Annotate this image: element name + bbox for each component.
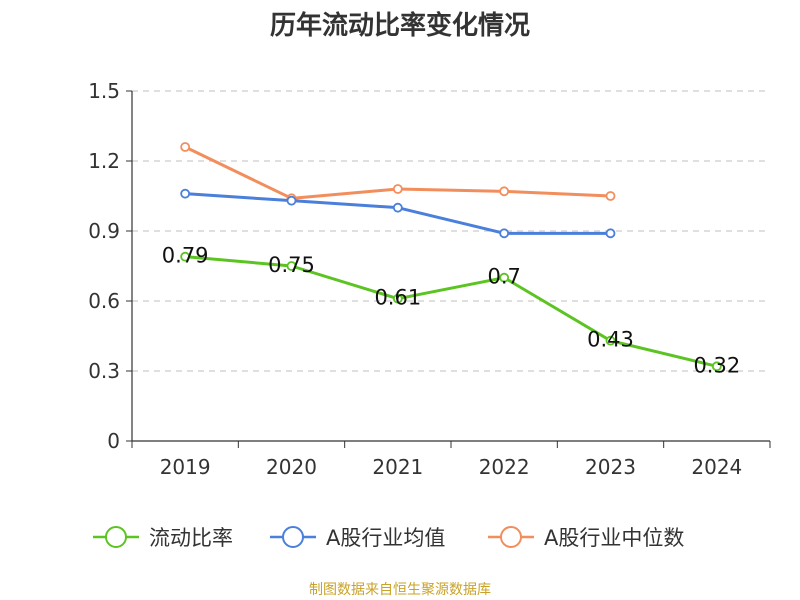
- x-tick-label: 2020: [266, 455, 317, 479]
- legend-swatch-marker: [282, 526, 304, 548]
- x-tick-label: 2024: [691, 455, 742, 479]
- source-note: 制图数据来自恒生聚源数据库: [309, 582, 491, 598]
- grid-lines: [132, 90, 770, 372]
- data-point: [392, 293, 403, 304]
- data-label: 0.75: [268, 253, 315, 277]
- data-label: 0.7: [487, 265, 520, 289]
- legend-label: 流动比率: [149, 526, 233, 550]
- y-tick-label: 0.3: [88, 359, 120, 383]
- data-point: [392, 202, 403, 213]
- series-line: [185, 255, 718, 368]
- data-point: [499, 228, 510, 239]
- y-tick-label: 1.2: [88, 149, 120, 173]
- legend-label: A股行业中位数: [544, 526, 684, 550]
- data-point: [180, 188, 191, 199]
- data-point: [605, 228, 616, 239]
- axes: 0 0.3 0.6 0.9 1.2 1.5 2019 2020 2021 2022 2023 2024: [88, 79, 771, 479]
- y-tick-label: 1.5: [88, 79, 120, 103]
- y-tick-label: 0: [107, 429, 120, 453]
- data-label: 0.43: [587, 328, 634, 352]
- series-layer: [180, 142, 722, 372]
- x-tick-label: 2021: [372, 455, 423, 479]
- x-tick-label: 2023: [585, 455, 636, 479]
- legend-swatch-marker: [500, 526, 522, 548]
- data-point: [286, 261, 297, 271]
- data-point: [605, 191, 616, 201]
- data-point: [499, 272, 510, 283]
- legend-label: A股行业均值: [326, 526, 445, 550]
- data-point: [711, 361, 722, 372]
- y-tick-label: 0.6: [88, 289, 120, 313]
- data-label: 0.61: [374, 286, 421, 310]
- x-tick-label: 2022: [479, 455, 530, 479]
- data-labels: 0.79 0.75 0.61 0.7 0.43 0.32: [162, 244, 740, 378]
- data-point: [286, 195, 297, 206]
- data-label: 0.79: [162, 244, 209, 268]
- data-point: [180, 142, 191, 152]
- chart-title: 历年流动比率变化情况: [270, 10, 530, 41]
- legend: 流动比率 A股行业均值 A股行业中位数: [93, 526, 684, 550]
- data-point: [605, 335, 616, 346]
- data-point: [392, 184, 403, 194]
- data-point: [499, 186, 510, 197]
- data-label: 0.32: [693, 353, 740, 377]
- series-line: [185, 192, 611, 235]
- data-point: [180, 251, 191, 262]
- x-tick-label: 2019: [160, 455, 211, 479]
- legend-swatch-marker: [105, 526, 127, 548]
- y-tick-label: 0.9: [88, 219, 120, 243]
